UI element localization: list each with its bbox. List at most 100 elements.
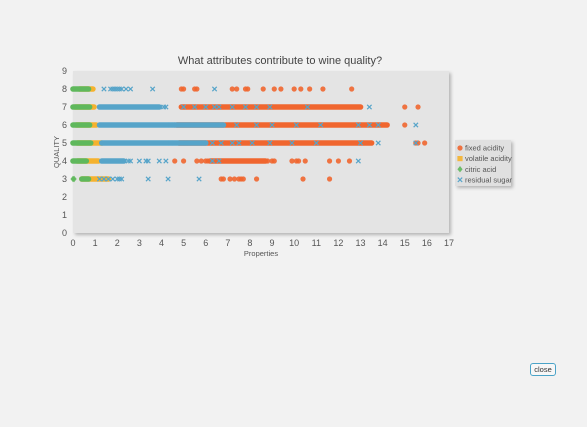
data-point [70, 175, 76, 183]
data-point [96, 176, 103, 182]
data-point [127, 158, 134, 164]
data-point [296, 158, 302, 164]
data-point [293, 122, 300, 128]
legend-label: citric acid [465, 165, 496, 174]
y-tick-label: 5 [62, 138, 67, 148]
legend-marker [457, 156, 463, 162]
data-point [119, 86, 125, 92]
data-point [422, 140, 428, 146]
data-point [145, 158, 151, 164]
legend-label: residual sugar [465, 175, 513, 184]
data-point [415, 104, 421, 110]
data-point [229, 104, 235, 110]
data-point [101, 86, 107, 92]
data-point [278, 86, 284, 92]
data-point [304, 104, 311, 110]
data-point [198, 158, 204, 164]
data-point [200, 140, 207, 146]
data-point [216, 158, 222, 164]
data-point [229, 86, 235, 92]
data-point [167, 140, 173, 146]
series-layer [70, 86, 428, 183]
data-point [335, 158, 342, 164]
data-point [307, 86, 313, 92]
x-tick-label: 5 [181, 238, 186, 248]
data-point [220, 176, 226, 182]
data-point [245, 86, 251, 92]
x-tick-label: 12 [333, 238, 343, 248]
data-point [253, 104, 260, 110]
data-point [105, 176, 112, 182]
x-tick-label: 3 [137, 238, 142, 248]
close-button[interactable]: close [530, 363, 556, 376]
data-point [260, 86, 266, 92]
data-point [375, 140, 381, 146]
data-point [242, 104, 249, 110]
data-point [180, 158, 187, 164]
legend-marker [457, 177, 463, 183]
legend-label: volatile acidity [465, 154, 512, 163]
data-point [366, 104, 373, 110]
data-point [167, 122, 173, 128]
series-citric-acid [70, 86, 94, 183]
y-tick-label: 6 [62, 120, 67, 130]
data-point [269, 122, 275, 128]
data-point [189, 122, 196, 128]
data-point [163, 158, 169, 164]
data-point [216, 104, 222, 110]
data-point [318, 122, 324, 128]
data-point [234, 86, 240, 92]
data-point [227, 176, 233, 182]
data-point [183, 140, 189, 146]
data-point [218, 140, 224, 146]
data-point [194, 158, 200, 164]
data-point [180, 104, 187, 110]
x-tick-label: 17 [444, 238, 454, 248]
y-tick-label: 1 [62, 210, 67, 220]
data-point [271, 86, 277, 92]
data-point [375, 122, 381, 128]
x-tick-label: 8 [247, 238, 252, 248]
data-point [349, 86, 355, 92]
legend-item: volatile acidity [457, 154, 512, 163]
data-point [165, 176, 171, 182]
x-tick-label: 0 [70, 238, 75, 248]
data-point [271, 158, 277, 164]
data-point [231, 176, 238, 182]
data-point [302, 158, 308, 164]
x-tick-label: 1 [93, 238, 98, 248]
data-point [402, 104, 408, 110]
data-point [211, 104, 218, 110]
legend-item: residual sugar [457, 175, 513, 184]
legend-marker [457, 145, 463, 151]
x-tick-label: 4 [159, 238, 164, 248]
x-tick-label: 10 [289, 238, 299, 248]
data-point [101, 176, 107, 182]
data-point [205, 158, 211, 164]
y-tick-label: 8 [62, 84, 67, 94]
data-point [346, 158, 353, 164]
data-point [289, 158, 295, 164]
y-tick-label: 2 [62, 192, 67, 202]
data-point [267, 104, 273, 110]
data-point [203, 104, 209, 110]
data-point [110, 176, 116, 182]
data-point [298, 86, 304, 92]
y-axis-label: QUALITY [52, 136, 61, 168]
data-point [402, 122, 408, 128]
data-point [366, 122, 373, 128]
plot-area [73, 71, 449, 233]
data-point [214, 122, 220, 128]
data-point [119, 176, 125, 182]
x-tick-label: 6 [203, 238, 208, 248]
data-point [289, 140, 295, 146]
data-point [209, 140, 215, 146]
data-point [156, 158, 162, 164]
data-point [149, 86, 156, 92]
chart-title: What attributes contribute to wine quali… [178, 55, 382, 67]
data-point [355, 122, 361, 128]
data-point [326, 158, 333, 164]
